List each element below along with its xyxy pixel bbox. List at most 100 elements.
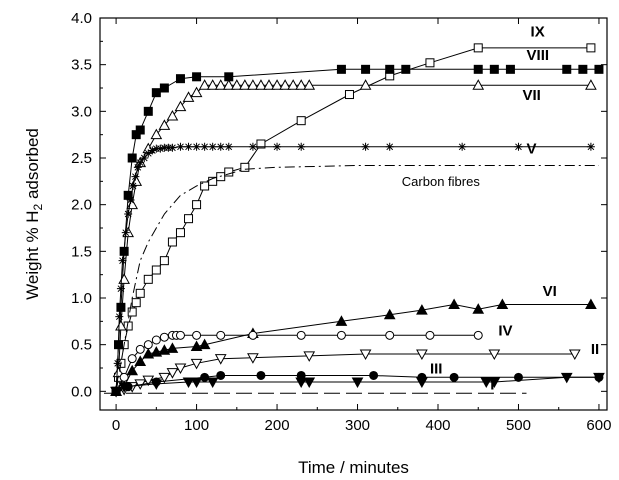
series-ii bbox=[111, 350, 580, 396]
y-axis-title: Weight % H2 adsorbed bbox=[23, 128, 45, 300]
data-point bbox=[124, 210, 132, 218]
series-label-ii: II bbox=[591, 341, 599, 358]
data-point bbox=[131, 173, 139, 181]
series-label-vii: VII bbox=[523, 87, 541, 104]
x-tick-label: 100 bbox=[184, 417, 209, 434]
data-point bbox=[217, 143, 225, 151]
data-point bbox=[185, 215, 193, 223]
x-tick-label: 400 bbox=[425, 417, 450, 434]
data-point bbox=[201, 373, 209, 381]
data-point bbox=[337, 65, 345, 73]
y-tick-label: 1.5 bbox=[71, 243, 92, 260]
data-point bbox=[402, 65, 410, 73]
data-point bbox=[129, 182, 137, 190]
data-point bbox=[514, 143, 522, 151]
data-point bbox=[209, 143, 217, 151]
x-tick-label: 600 bbox=[586, 417, 611, 434]
data-point bbox=[297, 331, 305, 339]
y-tick-label: 4.0 bbox=[71, 10, 92, 27]
data-point bbox=[152, 336, 160, 344]
data-point bbox=[176, 331, 184, 339]
data-point bbox=[386, 331, 394, 339]
data-point bbox=[117, 285, 125, 293]
series-label-viii: VIII bbox=[527, 47, 550, 64]
data-point bbox=[160, 333, 168, 341]
data-point bbox=[127, 196, 135, 204]
data-point bbox=[257, 371, 265, 379]
data-point bbox=[490, 65, 498, 73]
series-label-v: V bbox=[527, 140, 537, 157]
data-point bbox=[362, 65, 370, 73]
series-label-iv: IV bbox=[498, 322, 512, 339]
data-point bbox=[152, 266, 160, 274]
data-point bbox=[144, 107, 152, 115]
data-point bbox=[595, 65, 603, 73]
series-label-i: I bbox=[490, 376, 494, 393]
data-point bbox=[474, 331, 482, 339]
series-line bbox=[116, 354, 575, 391]
data-point bbox=[474, 65, 482, 73]
data-point bbox=[337, 331, 345, 339]
data-point bbox=[128, 154, 136, 162]
series-vii bbox=[111, 80, 596, 395]
data-point bbox=[193, 143, 201, 151]
series-carbon-fibres bbox=[116, 166, 599, 392]
data-point bbox=[144, 275, 152, 283]
data-point bbox=[120, 373, 128, 381]
data-point bbox=[168, 238, 176, 246]
series-label-carbon-fibres: Carbon fibres bbox=[402, 174, 481, 189]
y-axis-title-prefix: Weight % H bbox=[23, 210, 42, 299]
x-tick-label: 300 bbox=[345, 417, 370, 434]
x-tick-label: 200 bbox=[265, 417, 290, 434]
y-tick-label: 3.5 bbox=[71, 57, 92, 74]
series-vi bbox=[111, 300, 596, 396]
data-point bbox=[160, 84, 168, 92]
data-point bbox=[587, 143, 595, 151]
data-point bbox=[474, 44, 482, 52]
data-point bbox=[144, 341, 152, 349]
series-viii bbox=[112, 65, 603, 395]
data-point bbox=[193, 201, 201, 209]
data-point bbox=[117, 303, 125, 311]
data-point bbox=[176, 143, 184, 151]
y-axis-title-suffix: adsorbed bbox=[23, 128, 42, 204]
data-point bbox=[241, 163, 249, 171]
data-point bbox=[297, 143, 305, 151]
data-point bbox=[249, 331, 257, 339]
data-point bbox=[362, 143, 370, 151]
data-point bbox=[115, 313, 123, 321]
data-point bbox=[128, 355, 136, 363]
data-point bbox=[458, 143, 466, 151]
data-point bbox=[136, 126, 144, 134]
data-point bbox=[563, 65, 571, 73]
series-v bbox=[112, 143, 595, 396]
data-point bbox=[132, 299, 140, 307]
series-line bbox=[116, 85, 591, 391]
data-point bbox=[201, 143, 209, 151]
series-label-vi: VI bbox=[543, 283, 557, 300]
data-point bbox=[386, 65, 394, 73]
series-label-ix: IX bbox=[531, 24, 545, 41]
y-tick-label: 3.0 bbox=[71, 103, 92, 120]
y-tick-label: 1.0 bbox=[71, 290, 92, 307]
series-label-iii: III bbox=[430, 361, 443, 378]
data-point bbox=[579, 65, 587, 73]
data-point bbox=[136, 345, 144, 353]
data-point bbox=[160, 257, 168, 265]
data-point bbox=[249, 143, 257, 151]
data-point bbox=[193, 331, 201, 339]
series-iv bbox=[112, 331, 482, 395]
data-point bbox=[119, 274, 129, 283]
y-tick-label: 2.0 bbox=[71, 197, 92, 214]
data-point bbox=[297, 117, 305, 125]
data-point bbox=[587, 44, 595, 52]
series-line bbox=[116, 69, 599, 391]
data-point bbox=[506, 65, 514, 73]
data-point bbox=[120, 247, 128, 255]
data-point bbox=[168, 144, 176, 152]
x-axis-title: Time / minutes bbox=[298, 458, 409, 477]
data-point bbox=[345, 91, 353, 99]
y-tick-label: 0.0 bbox=[71, 383, 92, 400]
y-tick-label: 0.5 bbox=[71, 337, 92, 354]
